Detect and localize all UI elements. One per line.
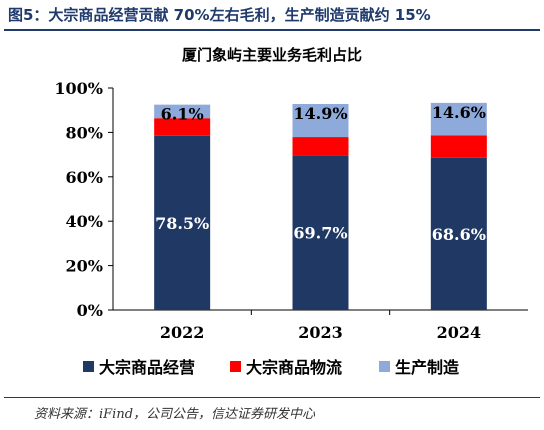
legend-swatch	[83, 361, 94, 372]
source-note: 资料来源：iFind，公司公告，信达证券研发中心	[34, 407, 316, 422]
stacked-bar-chart: 厦门象屿主要业务毛利占比 0% 20% 40% 60% 80% 100% 78.5% 6.1%…	[54, 46, 528, 377]
caption-rule	[4, 29, 540, 31]
y-tick-label: 80%	[66, 123, 103, 142]
data-label: 14.6%	[432, 103, 486, 122]
data-label: 14.9%	[293, 104, 347, 123]
y-tick-label: 60%	[66, 168, 103, 187]
legend-swatch	[230, 361, 241, 372]
y-tick-label: 20%	[66, 257, 103, 276]
plot-area: 0% 20% 40% 60% 80% 100% 78.5% 6.1% 2022 69.7% 14.9…	[54, 79, 528, 342]
legend-label: 大宗商品经营	[99, 358, 195, 377]
data-label: 69.7%	[293, 224, 347, 243]
source-rule	[4, 397, 540, 398]
bar-segment	[292, 137, 349, 156]
bar-segment	[154, 118, 211, 136]
legend: 大宗商品经营 大宗商品物流 生产制造	[83, 358, 460, 377]
legend-label: 大宗商品物流	[246, 358, 342, 377]
y-tick-label: 0%	[77, 301, 103, 320]
data-label: 6.1%	[161, 105, 204, 124]
y-tick-label: 100%	[54, 79, 103, 98]
data-label: 78.5%	[155, 214, 209, 233]
legend-swatch	[379, 361, 390, 372]
legend-label: 生产制造	[395, 358, 460, 377]
x-category-label: 2024	[437, 323, 482, 342]
bar-segment	[430, 102, 487, 136]
bar-segment	[154, 135, 211, 310]
bar-segment	[430, 157, 487, 310]
bar-segment	[154, 104, 211, 119]
figure-caption: 图5：大宗商品经营贡献 70%左右毛利，生产制造贡献约 15%	[8, 6, 431, 24]
bar-segment	[292, 155, 349, 310]
data-label: 68.6%	[432, 225, 486, 244]
chart-title: 厦门象屿主要业务毛利占比	[182, 46, 362, 64]
y-tick-label: 40%	[66, 212, 103, 231]
bar-segment	[292, 103, 349, 138]
bar-segment	[430, 135, 487, 158]
x-category-label: 2023	[298, 323, 343, 342]
x-category-label: 2022	[160, 323, 205, 342]
